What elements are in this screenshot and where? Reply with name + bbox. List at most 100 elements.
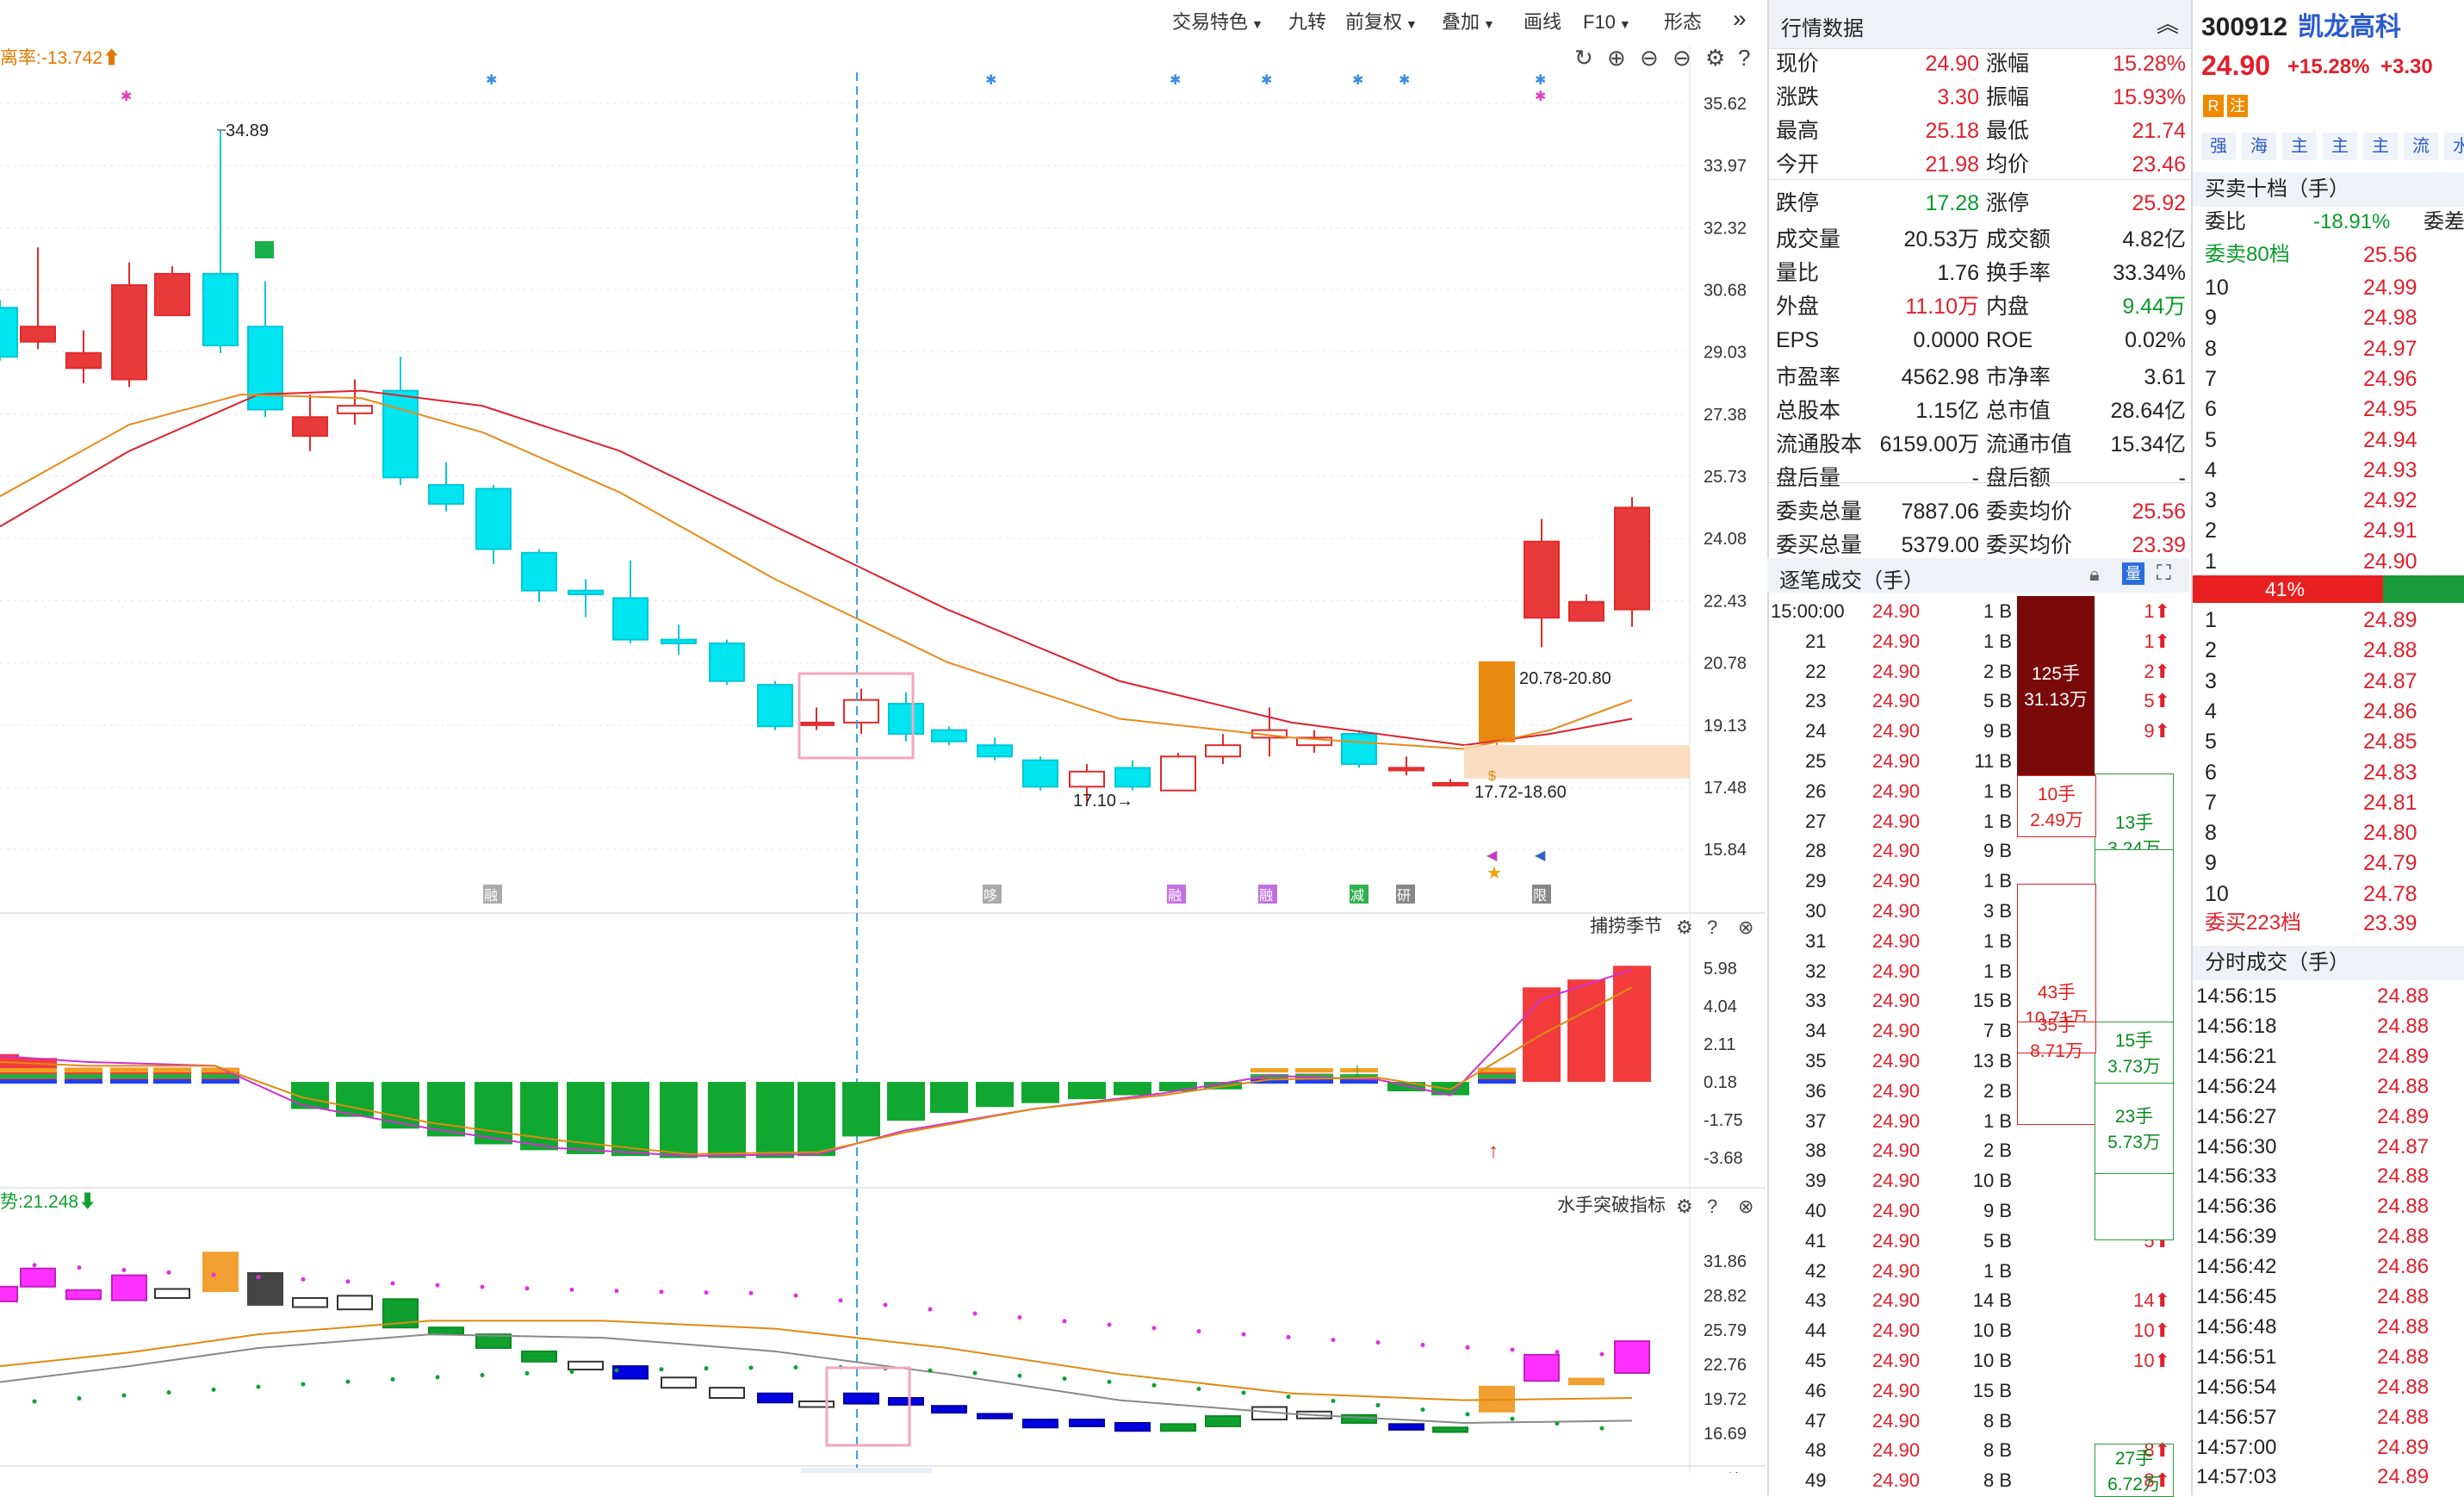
stock-tab[interactable]: 主	[2323, 133, 2357, 160]
toolbar-btn-6[interactable]: 形态	[1659, 9, 1707, 36]
quote-label: 涨跌	[1776, 85, 1820, 109]
tick-volume: 11 B	[1974, 750, 2012, 772]
expand-icon[interactable]: ⛶	[2157, 562, 2171, 585]
sub2-dot-upper	[1375, 1340, 1381, 1345]
buy-total-label: 委买223档	[2205, 911, 2302, 935]
date-axis-label: 26	[1189, 1472, 1207, 1473]
sub1-bar-band	[19, 1074, 57, 1079]
tick-time: 31	[1805, 929, 1827, 952]
tick-volume: 10 B	[1972, 1170, 2012, 1192]
tick-block: 43手 10.71万	[2017, 884, 2096, 1126]
sell-level: 3	[2205, 488, 2217, 513]
stock-tab[interactable]: 主	[2363, 133, 2398, 160]
stock-name[interactable]: 凯龙高科	[2298, 13, 2401, 41]
sub2-dot-upper	[345, 1279, 351, 1284]
candle	[1114, 767, 1151, 788]
toolbar-btn-3[interactable]: 叠加 ▼	[1437, 9, 1500, 36]
sub1-axis-label: 4.04	[1704, 997, 1737, 1016]
date-axis-label: 5	[1373, 1472, 1382, 1473]
tick-price: 24.90	[1872, 1379, 1921, 1401]
sub1-bar-negative	[1387, 1082, 1425, 1092]
sub2-dot-upper	[1599, 1351, 1604, 1357]
tick-time: 37	[1805, 1109, 1827, 1132]
stock-tab[interactable]: 水	[2444, 133, 2464, 160]
tick-match: 10⬆	[2133, 1350, 2170, 1371]
candle	[337, 405, 373, 414]
buy-level: 6	[2205, 760, 2217, 785]
tick-time: 47	[1805, 1409, 1827, 1432]
stock-tab[interactable]: 强	[2201, 133, 2236, 160]
band-label-2: 17.72-18.60	[1474, 783, 1567, 802]
sub1-bar-negative	[798, 1082, 835, 1157]
sub2-dot-upper	[1062, 1319, 1067, 1324]
tick-block-lots: 15手	[2114, 1030, 2154, 1051]
stock-tab[interactable]: 海	[2242, 133, 2276, 160]
time-sales-price: 24.88	[2377, 1285, 2430, 1308]
time-sales-time: 14:56:27	[2196, 1104, 2277, 1128]
sub1-bar-negative	[1021, 1082, 1059, 1103]
tick-row: 15:00:00 24.90 1 B 1⬆	[1767, 596, 2189, 626]
candle	[111, 284, 147, 381]
sub2-dot-lower	[1510, 1416, 1515, 1421]
chart-control-icon: ⊕	[1607, 47, 1626, 71]
sub1-bar-band	[1340, 1079, 1378, 1084]
quote-value: 0.02%	[2125, 328, 2186, 352]
toolbar-btn-1[interactable]: 九转	[1283, 9, 1331, 36]
tick-block-amount: 31.13万	[2024, 690, 2088, 711]
quote-label: 成交额	[1986, 227, 2051, 252]
stock-tab[interactable]: 主	[2282, 133, 2317, 160]
price-axis-label: 27.38	[1704, 406, 1747, 425]
kline-chart-area[interactable]: 35.62 33.97 32.32 30.68 29.03 27.38 25.73 24.08…	[0, 45, 1790, 1491]
sub1-bar-band	[153, 1079, 191, 1084]
toolbar-btn-0[interactable]: 交易特色 ▼	[1167, 9, 1269, 36]
sub2-dot-upper	[748, 1290, 754, 1295]
quote-title: 行情数据	[1781, 17, 1864, 40]
time-sales-time: 14:56:57	[2196, 1405, 2277, 1429]
quote-panel: 行情数据 ︽ 现价 24.90 涨幅 15.28% 涨跌 3.30 振幅 15.93% 最高 25…	[1767, 0, 2191, 1495]
tick-volume: 1 B	[1983, 780, 2012, 802]
sub2-dot-upper	[928, 1307, 933, 1312]
toolbar-btn-5[interactable]: F10 ▼	[1578, 9, 1636, 36]
time-sales-time: 14:56:48	[2196, 1314, 2277, 1339]
event-badge-bg	[1258, 885, 1277, 904]
deviation-indicator-text: 离率:-13.742⬆	[0, 48, 121, 68]
lock-icon[interactable]: 🔒︎	[2089, 563, 2100, 585]
time-sales-price: 24.88	[2377, 985, 2430, 1008]
price-axis-label: 29.03	[1704, 344, 1747, 363]
stock-tab[interactable]: 流	[2404, 133, 2438, 160]
tick-block: 27手 6.72万	[2095, 1444, 2174, 1497]
collapse-icon[interactable]: ︽	[2157, 11, 2180, 37]
volume-toggle-icon[interactable]: 量	[2122, 562, 2144, 585]
sub2-dot-upper	[1017, 1315, 1022, 1320]
tick-block: 23手 5.73万	[2095, 1083, 2174, 1175]
sub1-bar-band	[1478, 1068, 1516, 1073]
sub2-dot-lower	[211, 1387, 216, 1392]
sub2-box	[337, 1295, 373, 1311]
quote-value: 1.76	[1937, 261, 1979, 285]
tick-volume: 2 B	[1983, 1140, 2012, 1162]
ratio-label: 41%	[2265, 578, 2306, 600]
quote-value: 6159.00万	[1879, 432, 1979, 457]
buy-sell-ratio-bar: 41%	[2193, 575, 2464, 603]
buy-level: 10	[2205, 881, 2229, 906]
toolbar-btn-2[interactable]: 前复权 ▼	[1340, 9, 1423, 36]
time-sales-time: 14:56:30	[2196, 1134, 2277, 1158]
toolbar-label: 九转	[1288, 11, 1327, 33]
sub2-line-grey	[0, 1333, 1633, 1425]
sub2-box	[154, 1288, 190, 1299]
toolbar-btn-4[interactable]: 画线	[1518, 9, 1567, 36]
candle	[1160, 755, 1196, 792]
double-chevron-right-icon[interactable]: »	[1733, 5, 1747, 32]
stock-price: 24.90	[2201, 50, 2271, 81]
sub1-axis-label: 2.11	[1704, 1035, 1735, 1054]
toolbar-label: 形态	[1664, 11, 1703, 33]
stock-change-pct: +15.28%	[2287, 55, 2370, 78]
quote-label: 最高	[1776, 119, 1820, 143]
tick-row: 42 24.90 1 B	[1767, 1256, 2189, 1286]
price-axis-label: 17.48	[1704, 779, 1747, 798]
sub1-bar-band	[110, 1068, 148, 1073]
kline-svg[interactable]: 35.62 33.97 32.32 30.68 29.03 27.38 25.73 24.08…	[0, 45, 1790, 1491]
quote-value: 15.34亿	[2110, 432, 2186, 457]
sub2-dot-lower	[435, 1375, 440, 1380]
tick-time: 30	[1805, 900, 1827, 922]
